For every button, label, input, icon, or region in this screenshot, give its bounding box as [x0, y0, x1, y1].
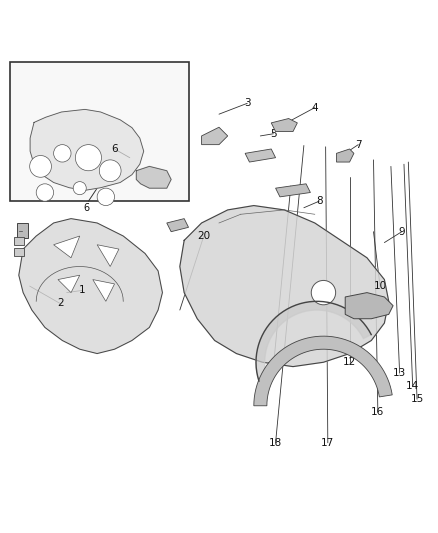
Text: 20: 20	[197, 231, 210, 241]
Polygon shape	[254, 336, 392, 406]
Text: 13: 13	[393, 368, 406, 378]
Polygon shape	[97, 245, 119, 266]
Polygon shape	[167, 219, 188, 232]
Circle shape	[311, 280, 336, 305]
Polygon shape	[136, 166, 171, 188]
Text: 7: 7	[355, 140, 362, 150]
Circle shape	[75, 144, 102, 171]
Text: 11: 11	[267, 361, 280, 372]
Bar	[14, 237, 24, 245]
Text: 14: 14	[406, 381, 419, 391]
Polygon shape	[53, 236, 80, 258]
Polygon shape	[245, 149, 276, 162]
Circle shape	[73, 182, 86, 195]
Polygon shape	[345, 293, 393, 319]
Text: 12: 12	[343, 357, 356, 367]
Polygon shape	[30, 109, 144, 190]
Text: 17: 17	[321, 438, 335, 448]
Bar	[14, 248, 24, 256]
Text: 1: 1	[78, 286, 85, 295]
Circle shape	[53, 144, 71, 162]
Text: 6: 6	[83, 203, 89, 213]
Circle shape	[30, 156, 51, 177]
Polygon shape	[276, 184, 311, 197]
Text: 5: 5	[270, 129, 277, 139]
Text: 18: 18	[269, 438, 282, 448]
Polygon shape	[19, 219, 162, 353]
Text: 4: 4	[311, 103, 318, 112]
Text: 9: 9	[399, 227, 405, 237]
Text: 8: 8	[316, 196, 322, 206]
Polygon shape	[336, 149, 354, 162]
Circle shape	[99, 160, 121, 182]
Bar	[10, 62, 188, 201]
Circle shape	[36, 184, 53, 201]
Polygon shape	[201, 127, 228, 144]
Text: 16: 16	[371, 407, 385, 417]
Text: 3: 3	[244, 98, 251, 108]
Bar	[17, 223, 28, 238]
Polygon shape	[256, 301, 371, 381]
Text: 2: 2	[57, 298, 64, 309]
Polygon shape	[271, 118, 297, 132]
Text: 10: 10	[374, 281, 387, 291]
Polygon shape	[93, 279, 115, 301]
Text: 6: 6	[111, 144, 118, 154]
Text: 15: 15	[410, 394, 424, 404]
Polygon shape	[58, 275, 80, 293]
Polygon shape	[180, 206, 389, 367]
Circle shape	[97, 188, 115, 206]
